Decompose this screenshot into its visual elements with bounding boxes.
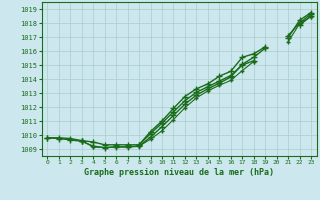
X-axis label: Graphe pression niveau de la mer (hPa): Graphe pression niveau de la mer (hPa) [84, 168, 274, 177]
